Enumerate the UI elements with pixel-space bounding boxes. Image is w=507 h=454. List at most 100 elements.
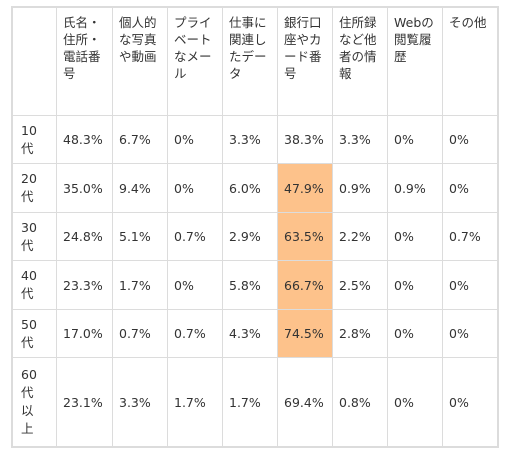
age-group-cell: 30 代	[12, 211, 57, 262]
table-row: 40 代 23.3% 1.7% 0% 5.8% 66.7% 2.5% 0% 0%	[12, 260, 498, 310]
header-bank-card: 銀行口座やカード番号	[277, 7, 333, 116]
value-text: 0%	[449, 132, 469, 148]
value-cell: 1.7%	[112, 260, 168, 310]
value-cell: 0%	[387, 308, 443, 359]
age-group-cell: 20 代	[12, 163, 57, 213]
value-cell: 0%	[442, 260, 498, 310]
value-cell: 0%	[442, 163, 498, 213]
value-text: 6.0%	[229, 180, 261, 196]
value-text: 0%	[449, 326, 469, 342]
value-cell-highlighted: 63.5%	[277, 211, 333, 262]
value-cell: 0%	[387, 114, 443, 165]
value-cell-highlighted: 47.9%	[277, 163, 333, 213]
header-personal-photos: 個人的な写真や動画	[112, 7, 168, 116]
value-cell: 5.8%	[222, 260, 278, 310]
table-row: 10 代 48.3% 6.7% 0% 3.3% 38.3% 3.3% 0% 0%	[12, 114, 498, 165]
value-cell: 2.2%	[332, 211, 388, 262]
value-text: 23.1%	[63, 394, 103, 410]
value-text: 0.9%	[394, 180, 426, 196]
value-text: 0.7%	[174, 326, 206, 342]
value-cell: 0%	[442, 308, 498, 359]
table-row: 20 代 35.0% 9.4% 0% 6.0% 47.9% 0.9% 0.9% 0%	[12, 163, 498, 213]
value-cell: 0%	[387, 211, 443, 262]
value-cell: 48.3%	[56, 114, 113, 165]
value-text: 23.3%	[63, 277, 103, 293]
value-cell: 38.3%	[277, 114, 333, 165]
value-cell: 9.4%	[112, 163, 168, 213]
value-text: 0.7%	[449, 229, 481, 245]
header-other: その他	[442, 7, 498, 116]
value-text: 3.3%	[339, 132, 371, 148]
value-cell: 35.0%	[56, 163, 113, 213]
value-cell: 0%	[442, 114, 498, 165]
value-cell-highlighted: 74.5%	[277, 308, 333, 359]
age-group-label: 50 代	[21, 316, 37, 350]
value-cell: 0%	[387, 357, 443, 447]
value-text: 24.8%	[63, 229, 103, 245]
value-cell: 6.7%	[112, 114, 168, 165]
age-group-cell: 60 代 以 上	[12, 357, 57, 447]
header-private-email: プライベートなメール	[167, 7, 223, 116]
data-table: 氏名・住所・電話番号 個人的な写真や動画 プライベートなメール 仕事に関連したデ…	[12, 7, 498, 447]
value-text: 4.3%	[229, 326, 261, 342]
value-text: 0%	[174, 180, 194, 196]
value-text: 0%	[394, 132, 414, 148]
value-text: 0%	[394, 229, 414, 245]
value-text: 47.9%	[284, 180, 324, 196]
table-row: 30 代 24.8% 5.1% 0.7% 2.9% 63.5% 2.2% 0% 0.7%	[12, 211, 498, 262]
value-text: 3.3%	[119, 394, 151, 410]
value-text: 0%	[174, 277, 194, 293]
age-group-cell: 50 代	[12, 308, 57, 359]
value-cell: 0.7%	[442, 211, 498, 262]
value-cell: 2.9%	[222, 211, 278, 262]
value-text: 63.5%	[284, 229, 324, 245]
value-text: 0%	[174, 132, 194, 148]
value-cell: 0.7%	[167, 308, 223, 359]
table-row: 50 代 17.0% 0.7% 0.7% 4.3% 74.5% 2.8% 0% 0%	[12, 308, 498, 359]
value-text: 0%	[449, 394, 469, 410]
value-cell-highlighted: 66.7%	[277, 260, 333, 310]
value-cell: 1.7%	[167, 357, 223, 447]
value-text: 0%	[394, 277, 414, 293]
value-text: 5.8%	[229, 277, 261, 293]
value-text: 1.7%	[174, 394, 206, 410]
age-group-label: 20 代	[21, 171, 37, 205]
value-cell: 0.9%	[332, 163, 388, 213]
value-text: 0.7%	[119, 326, 151, 342]
value-text: 0.8%	[339, 394, 371, 410]
value-cell: 0%	[167, 163, 223, 213]
age-group-label: 40 代	[21, 268, 37, 302]
value-text: 2.8%	[339, 326, 371, 342]
age-group-cell: 10 代	[12, 114, 57, 165]
value-text: 38.3%	[284, 132, 324, 148]
value-cell: 0.8%	[332, 357, 388, 447]
value-cell: 6.0%	[222, 163, 278, 213]
value-text: 0%	[449, 277, 469, 293]
value-text: 0.7%	[174, 229, 206, 245]
value-text: 3.3%	[229, 132, 261, 148]
value-text: 6.7%	[119, 132, 151, 148]
value-cell: 1.7%	[222, 357, 278, 447]
age-group-label: 30 代	[21, 219, 37, 253]
value-cell: 17.0%	[56, 308, 113, 359]
value-text: 1.7%	[119, 277, 151, 293]
age-group-cell: 40 代	[12, 260, 57, 310]
value-cell: 3.3%	[112, 357, 168, 447]
value-text: 2.9%	[229, 229, 261, 245]
value-text: 69.4%	[284, 394, 324, 410]
value-cell: 5.1%	[112, 211, 168, 262]
value-cell: 2.5%	[332, 260, 388, 310]
value-cell: 0%	[387, 260, 443, 310]
value-cell: 24.8%	[56, 211, 113, 262]
header-name-address-phone: 氏名・住所・電話番号	[56, 7, 113, 116]
value-cell: 0%	[167, 114, 223, 165]
value-text: 9.4%	[119, 180, 151, 196]
value-text: 74.5%	[284, 326, 324, 342]
value-cell: 23.1%	[56, 357, 113, 447]
value-cell: 4.3%	[222, 308, 278, 359]
value-text: 0%	[394, 394, 414, 410]
value-text: 0.9%	[339, 180, 371, 196]
table-row: 60 代 以 上 23.1% 3.3% 1.7% 1.7% 69.4% 0.8% 0% 0%	[12, 357, 498, 447]
value-cell: 3.3%	[332, 114, 388, 165]
header-corner	[12, 7, 57, 116]
